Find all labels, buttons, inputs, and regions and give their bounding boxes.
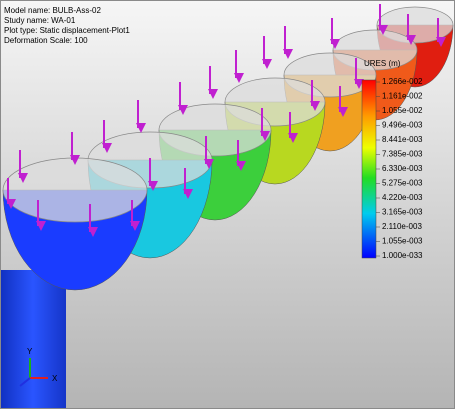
legend-label: 1.055e-003 xyxy=(382,237,423,246)
legend-label: 8.441e-003 xyxy=(382,135,423,144)
legend-label: 2.110e-003 xyxy=(382,222,422,231)
load-arrows xyxy=(6,4,446,237)
legend-labels: 1.266e-002 1.161e-002 1.055e-002 9.496e-003… xyxy=(376,77,423,260)
bulb-rim xyxy=(2,157,148,223)
color-scale xyxy=(361,79,377,259)
triad-y-label: Y xyxy=(27,347,33,356)
header-line: Model name: BULB-Ass-02 xyxy=(4,6,101,15)
legend-label: 4.220e-003 xyxy=(382,193,423,202)
header-line: Deformation Scale: 100 xyxy=(4,36,88,45)
triad-z-axis xyxy=(19,377,31,387)
legend-label: 5.275e-003 xyxy=(382,179,423,188)
legend-label: 1.055e-002 xyxy=(382,106,423,115)
header-line: Plot type: Static displacement-Plot1 xyxy=(4,26,130,35)
legend-label: 7.385e-003 xyxy=(382,150,423,159)
header-line: Study name: WA-01 xyxy=(4,16,76,25)
legend-title: URES (m) xyxy=(364,59,401,68)
stem xyxy=(0,270,66,409)
legend-label: 1.266e-002 xyxy=(382,77,423,86)
legend-label: 1.000e-033 xyxy=(382,251,423,260)
triad-x-label: X xyxy=(52,374,58,383)
triad: Y X xyxy=(19,347,58,387)
legend-label: 1.161e-002 xyxy=(382,92,423,101)
legend-label: 6.330e-003 xyxy=(382,164,423,173)
legend-label: 9.496e-003 xyxy=(382,121,423,130)
legend-label: 3.165e-003 xyxy=(382,208,423,217)
